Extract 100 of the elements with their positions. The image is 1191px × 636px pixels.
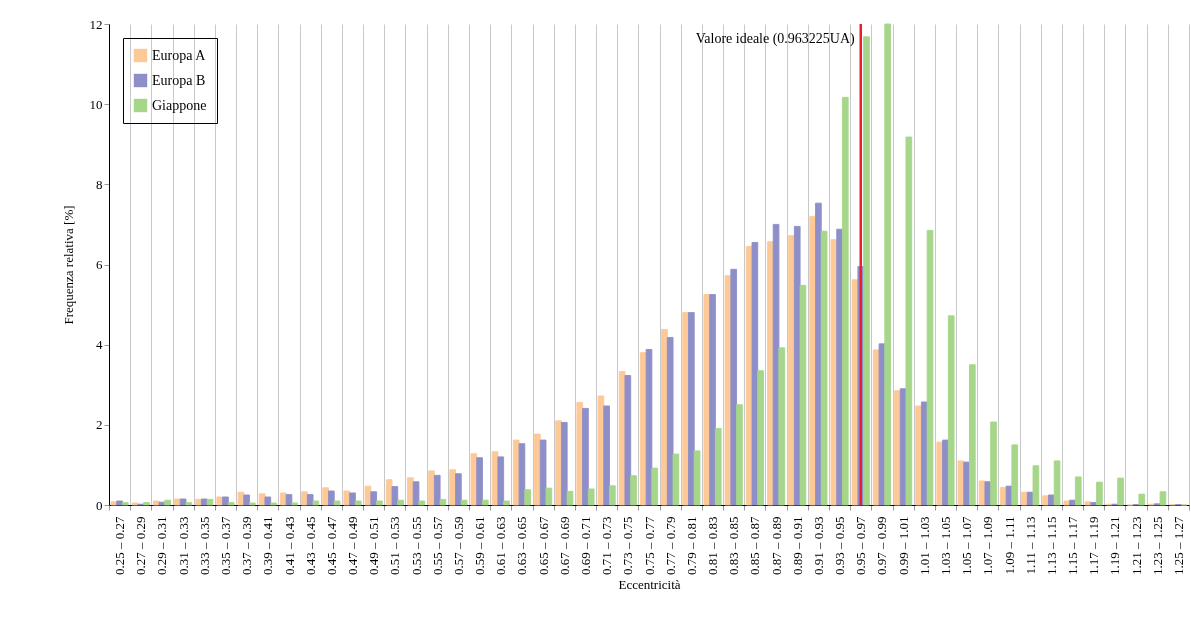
bar (555, 420, 562, 506)
bar (990, 421, 997, 506)
x-tick-label: 1.11 – 1.13 (1022, 516, 1038, 575)
y-tick-label: 6 (96, 257, 103, 272)
bar (370, 491, 378, 506)
bar (566, 490, 574, 506)
bar (687, 312, 695, 506)
bar (481, 499, 489, 506)
x-tick-label: 0.33 – 0.35 (196, 516, 212, 575)
x-tick-label: 1.17 – 1.19 (1086, 516, 1102, 575)
bar (476, 457, 483, 506)
x-tick-label: 0.29 – 0.31 (154, 516, 170, 575)
bar (624, 375, 632, 506)
bar (131, 502, 139, 506)
x-tick-label: 0.71 – 0.73 (599, 516, 615, 575)
bar (306, 494, 314, 506)
x-tick-label: 0.49 – 0.51 (366, 516, 382, 575)
y-tick-label: 2 (96, 417, 103, 433)
bar (682, 312, 689, 506)
bar (984, 481, 992, 506)
bar (757, 370, 764, 506)
bar (884, 23, 892, 506)
bar (270, 502, 277, 506)
bar (349, 492, 356, 506)
x-tick-label: 0.69 – 0.71 (577, 516, 593, 575)
bar (730, 268, 738, 506)
bar (327, 490, 335, 506)
bar (460, 499, 468, 506)
x-tick-label: 0.41 – 0.43 (281, 516, 297, 575)
y-tick-label: 12 (89, 16, 103, 32)
bar (1011, 444, 1019, 506)
x-tick-label: 0.77 – 0.79 (662, 516, 678, 575)
x-tick-label: 0.63 – 0.65 (514, 516, 530, 575)
bar (497, 456, 505, 506)
bar (1005, 485, 1013, 506)
x-tick-label: 0.95 – 0.97 (853, 516, 869, 575)
x-tick-label: 0.87 – 0.89 (768, 516, 784, 575)
x-tick-label: 0.31 – 0.33 (175, 516, 191, 575)
bar (1084, 501, 1092, 506)
bar (503, 500, 510, 506)
bar (1042, 495, 1049, 506)
bar (376, 500, 383, 506)
bar (222, 496, 229, 506)
bar (185, 502, 193, 506)
x-tick-label: 0.85 – 0.87 (747, 516, 763, 575)
bar (264, 496, 272, 506)
x-tick-label: 0.37 – 0.39 (239, 516, 255, 575)
x-tick-label: 0.47 – 0.49 (345, 516, 361, 575)
x-tick-label: 0.89 – 0.91 (789, 516, 805, 575)
bar (947, 315, 955, 506)
bar (582, 407, 589, 506)
bar (703, 294, 711, 506)
bar (179, 498, 187, 506)
bar (534, 433, 541, 506)
bar (1063, 500, 1071, 506)
bar (449, 469, 457, 506)
x-tick-label: 0.73 – 0.75 (620, 516, 636, 575)
bar (158, 501, 166, 506)
x-tick-label: 0.53 – 0.55 (408, 516, 424, 575)
x-tick-label: 0.55 – 0.57 (429, 516, 445, 575)
bar (1053, 460, 1061, 506)
x-tick-label: 0.79 – 0.81 (683, 516, 699, 575)
bar (841, 96, 849, 506)
bar (237, 491, 245, 506)
x-tick-label: 0.75 – 0.77 (641, 516, 657, 575)
bar (174, 498, 181, 506)
bar (799, 284, 807, 506)
bar (455, 473, 462, 506)
bar (651, 467, 659, 506)
bar (587, 488, 595, 506)
x-tick-label: 0.61 – 0.63 (493, 516, 509, 575)
bar (597, 395, 605, 506)
x-tick-label: 0.81 – 0.83 (705, 516, 721, 575)
bar (1021, 491, 1028, 506)
legend-label: Europa B (152, 72, 206, 88)
x-tick-label: 0.99 – 1.01 (895, 516, 911, 575)
x-tick-label: 0.83 – 0.85 (726, 516, 742, 575)
x-tick-label: 1.01 – 1.03 (916, 516, 932, 575)
bar (661, 328, 668, 506)
bar (470, 453, 478, 506)
bar (291, 502, 299, 506)
bar (343, 490, 351, 506)
x-tick-label: 0.59 – 0.61 (472, 516, 488, 575)
bar (915, 405, 922, 506)
bar (333, 500, 341, 506)
bar (301, 491, 308, 506)
bar (942, 439, 949, 506)
bar (312, 500, 320, 506)
bar (364, 485, 372, 506)
bar (766, 241, 774, 506)
bar (1090, 502, 1098, 506)
bar (206, 498, 214, 506)
bar (1074, 476, 1082, 506)
x-tick-label: 0.43 – 0.45 (302, 516, 318, 575)
bar (1159, 491, 1167, 506)
x-tick-label: 1.25 – 1.27 (1170, 516, 1186, 575)
x-tick-label: 1.03 – 1.05 (937, 516, 953, 575)
bar (406, 477, 414, 506)
bar (116, 500, 123, 506)
bar (1047, 494, 1055, 506)
